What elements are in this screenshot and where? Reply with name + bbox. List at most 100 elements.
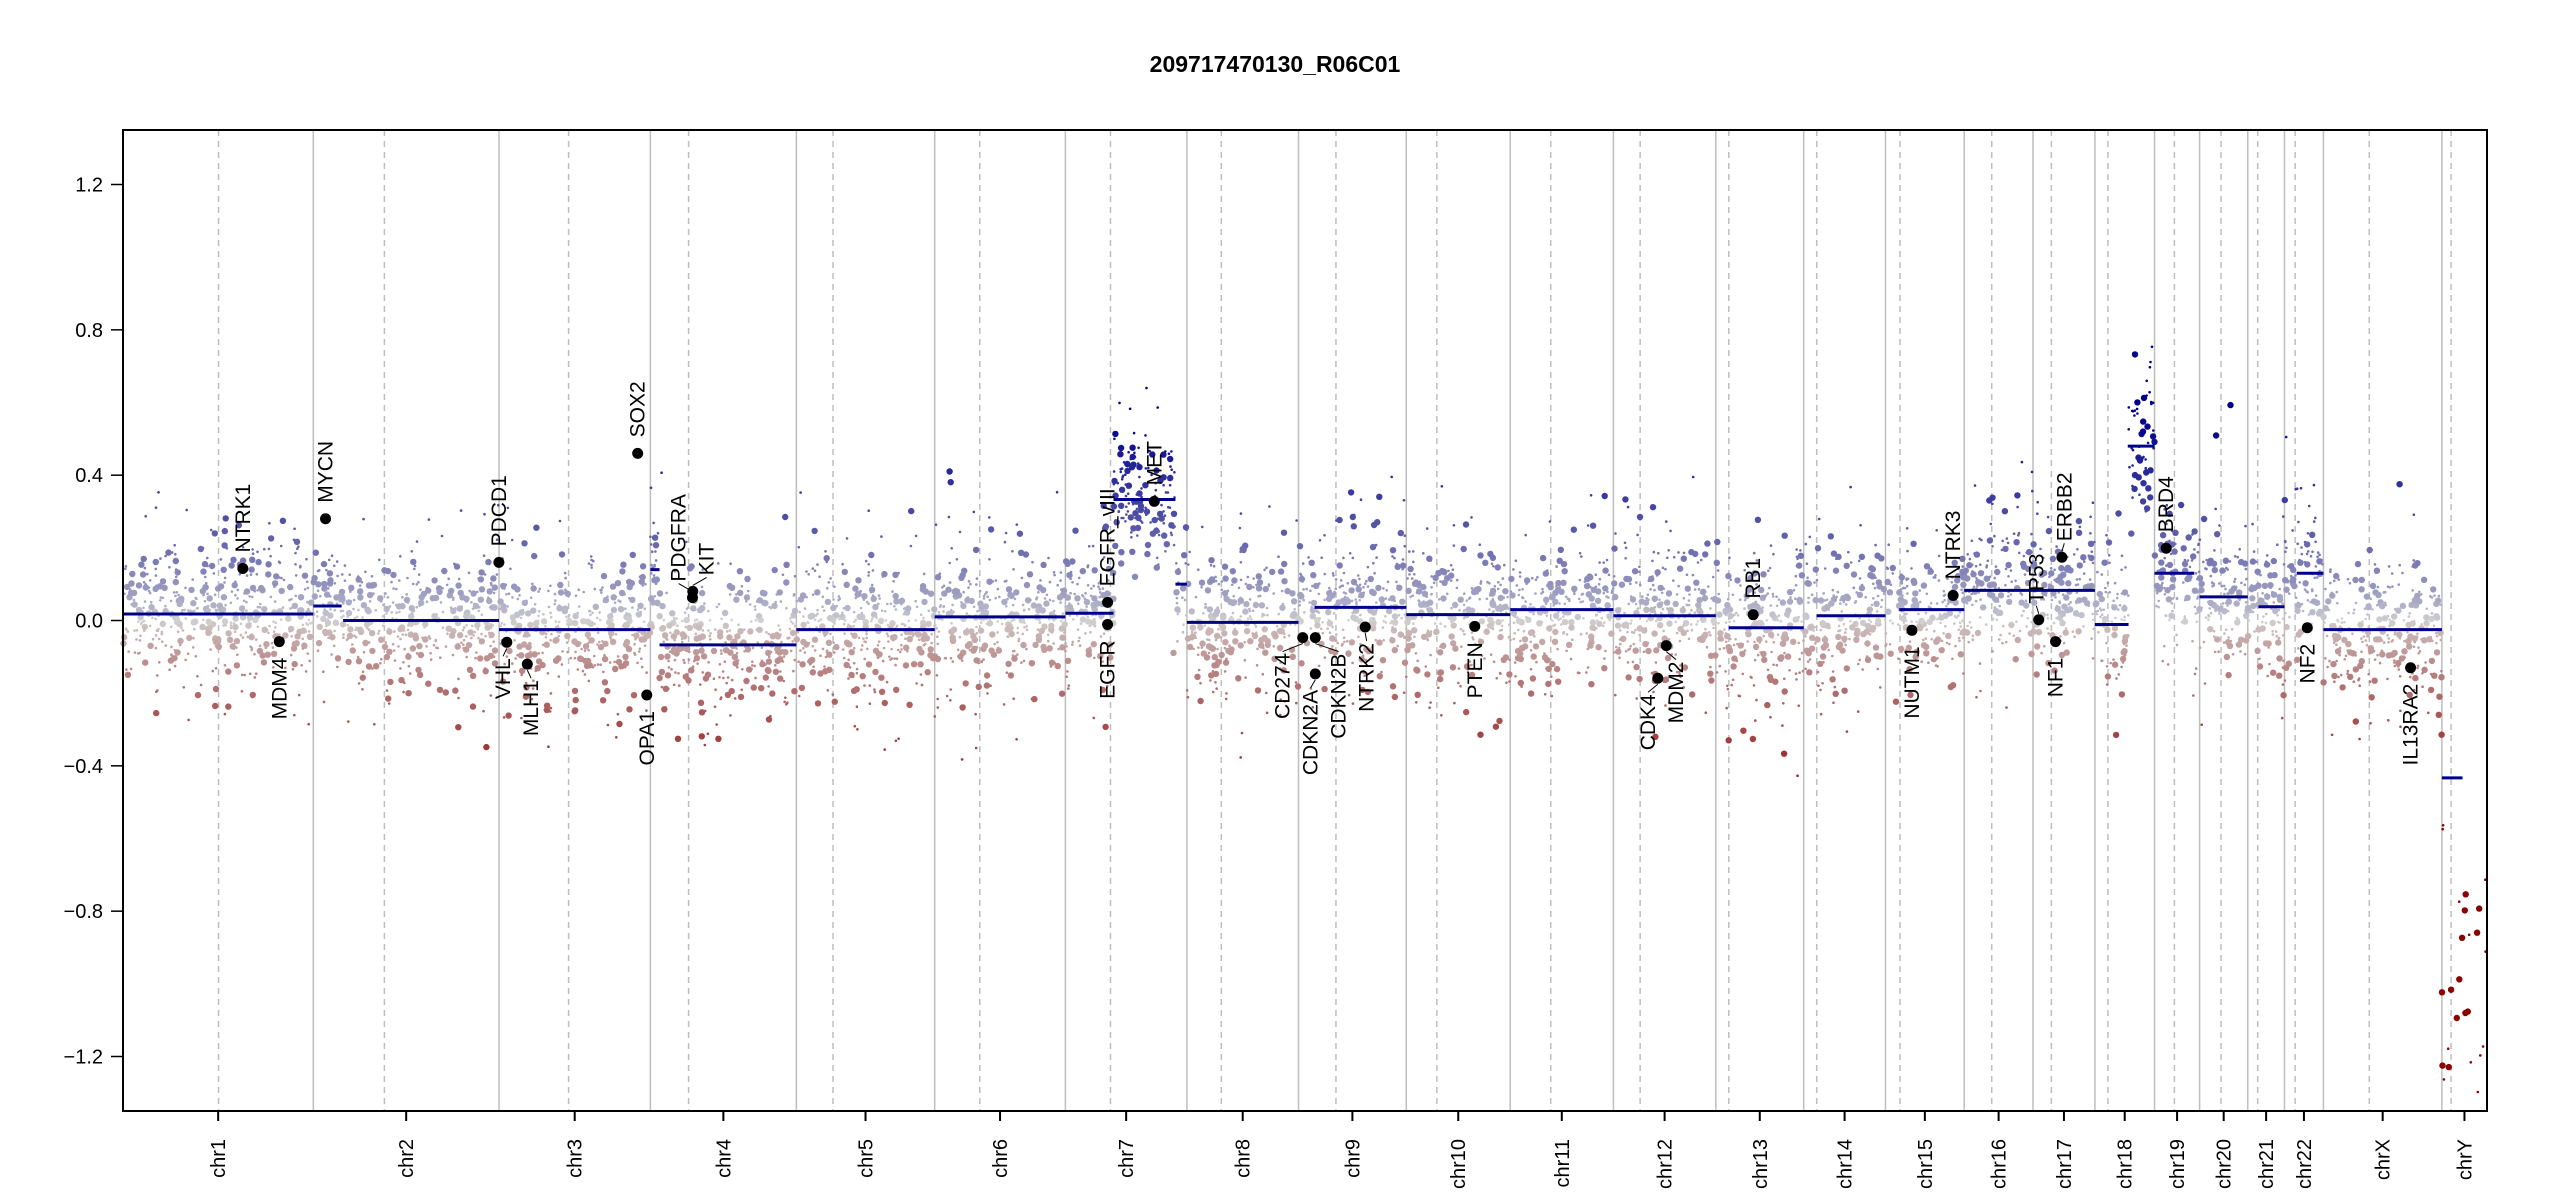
probe-point	[293, 538, 301, 545]
probe-point	[1066, 670, 1069, 673]
probe-point	[1067, 684, 1071, 687]
probe-point	[608, 661, 612, 664]
probe-point	[1980, 538, 1983, 542]
probe-point	[1696, 561, 1700, 564]
probe-point	[724, 641, 727, 644]
probe-point	[131, 601, 138, 608]
probe-point	[343, 579, 347, 582]
probe-point	[1966, 576, 1970, 580]
probe-point	[841, 611, 844, 615]
probe-point	[457, 677, 460, 681]
probe-point	[1723, 628, 1726, 631]
probe-point	[697, 699, 705, 706]
probe-point	[587, 648, 590, 652]
probe-point	[2115, 596, 2119, 600]
probe-point	[1555, 579, 1562, 587]
probe-point	[1974, 564, 1978, 568]
probe-point	[1860, 583, 1864, 587]
probe-point	[602, 670, 605, 674]
probe-point	[1716, 562, 1719, 566]
probe-point	[1295, 701, 1298, 705]
probe-point	[667, 659, 670, 663]
probe-point	[1625, 674, 1632, 681]
probe-point	[1647, 598, 1650, 601]
probe-point	[631, 633, 634, 637]
probe-point	[729, 562, 732, 565]
probe-point	[1410, 577, 1414, 580]
probe-point	[563, 571, 567, 575]
probe-point	[1129, 457, 1133, 461]
probe-point	[1994, 565, 1998, 568]
probe-point	[673, 570, 677, 573]
probe-point	[590, 558, 593, 562]
probe-point	[1613, 651, 1616, 654]
probe-point	[1530, 653, 1537, 660]
probe-point	[1869, 566, 1877, 573]
probe-point	[1634, 602, 1638, 606]
probe-point	[2133, 414, 2136, 417]
probe-point	[629, 596, 636, 604]
probe-point	[514, 586, 521, 593]
probe-point	[1901, 594, 1904, 597]
probe-point	[975, 632, 979, 635]
probe-point	[487, 596, 490, 599]
probe-point	[1365, 579, 1368, 583]
probe-point	[1202, 612, 1205, 615]
probe-point	[1736, 614, 1740, 617]
probe-point	[273, 626, 277, 629]
probe-point	[1124, 494, 1128, 498]
probe-point	[1256, 579, 1264, 586]
probe-point	[1568, 619, 1575, 626]
probe-point	[147, 642, 154, 649]
probe-point	[1170, 649, 1177, 657]
probe-point	[456, 605, 463, 612]
probe-point	[2030, 573, 2034, 576]
probe-point	[182, 686, 186, 689]
probe-point	[1134, 524, 1142, 532]
probe-point	[1756, 636, 1763, 643]
probe-point	[385, 612, 388, 615]
probe-point	[1595, 619, 1599, 622]
probe-point	[250, 648, 253, 652]
probe-point	[936, 635, 939, 638]
probe-point	[1110, 503, 1118, 510]
probe-point	[1594, 585, 1598, 589]
probe-point	[229, 626, 233, 630]
probe-point	[1769, 715, 1772, 719]
probe-point	[139, 571, 147, 578]
probe-point	[1693, 611, 1697, 614]
probe-point	[1355, 586, 1362, 593]
probe-point	[2031, 599, 2038, 606]
probe-point	[733, 654, 736, 657]
probe-point	[1280, 529, 1288, 536]
probe-point	[2017, 534, 2020, 537]
probe-point	[148, 591, 152, 595]
probe-point	[1384, 597, 1388, 600]
probe-point	[390, 580, 393, 584]
probe-point	[710, 647, 718, 655]
probe-point	[1466, 670, 1470, 674]
probe-point	[279, 517, 287, 524]
probe-point	[263, 547, 266, 551]
probe-point	[1964, 573, 1968, 576]
probe-point	[1167, 474, 1174, 482]
probe-point	[673, 629, 680, 636]
probe-point	[1219, 636, 1223, 639]
probe-point	[876, 651, 883, 658]
probe-point	[1255, 583, 1258, 587]
probe-point	[1763, 594, 1767, 598]
probe-point	[504, 583, 508, 586]
probe-point	[1578, 578, 1582, 582]
probe-point	[1382, 602, 1386, 606]
probe-point	[816, 608, 819, 612]
probe-point	[199, 626, 203, 630]
probe-point	[2072, 553, 2076, 556]
probe-point	[2111, 631, 2118, 639]
probe-point	[1117, 510, 1121, 513]
probe-point	[143, 600, 147, 603]
probe-point	[1788, 669, 1791, 672]
probe-point	[1411, 594, 1414, 597]
probe-point	[1563, 621, 1567, 625]
probe-point	[156, 689, 159, 692]
probe-point	[2096, 590, 2103, 598]
